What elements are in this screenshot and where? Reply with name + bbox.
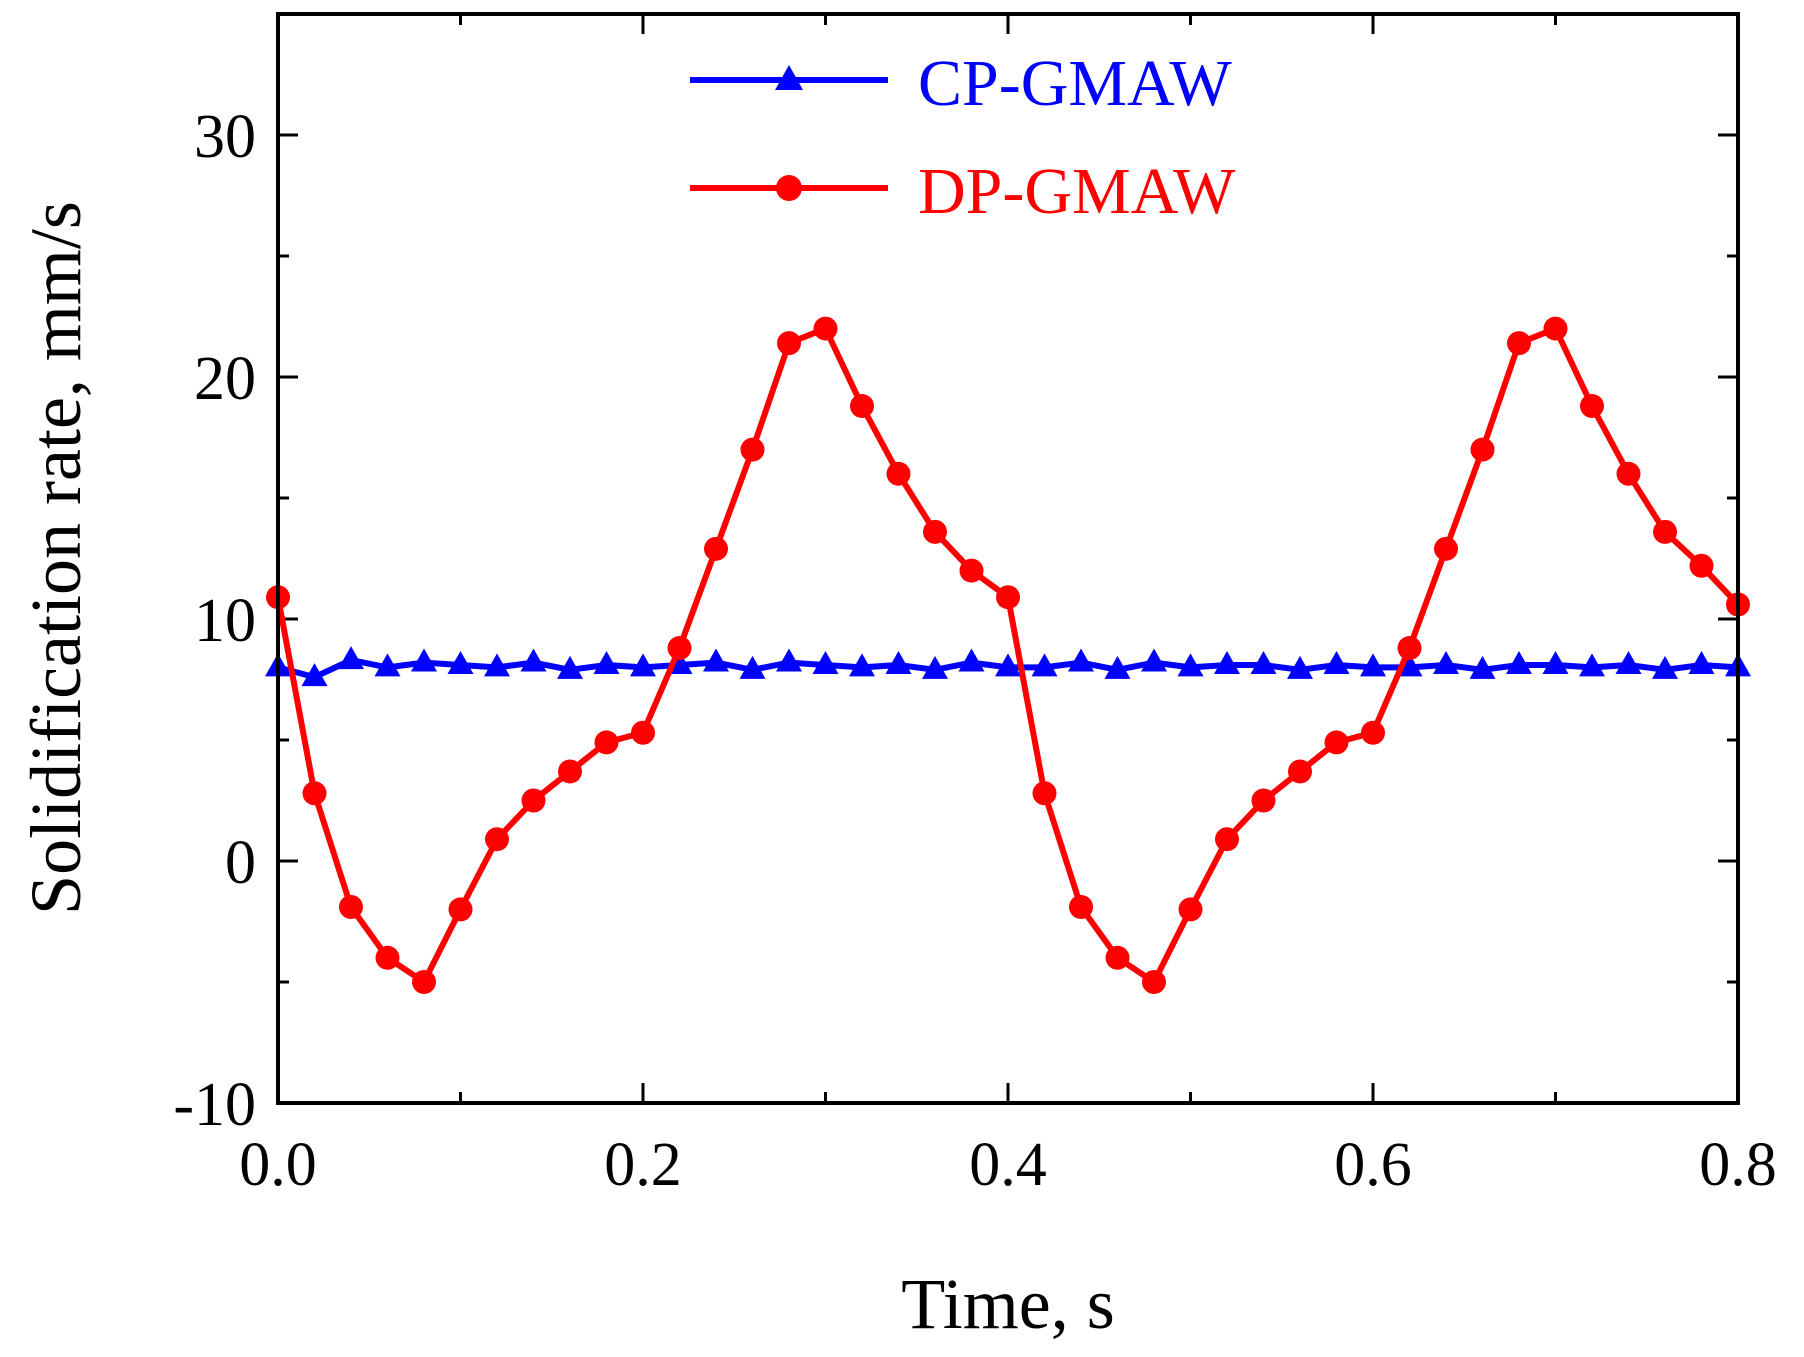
x-tick-label: 0.4 bbox=[969, 1131, 1047, 1199]
y-tick-label: -10 bbox=[173, 1071, 256, 1139]
data-point-triangle bbox=[776, 648, 802, 672]
data-point-circle bbox=[302, 781, 327, 806]
data-point-triangle bbox=[958, 648, 985, 672]
data-point-triangle bbox=[593, 650, 620, 674]
series-DP-GMAW bbox=[266, 316, 1750, 994]
data-point-circle bbox=[1507, 331, 1531, 356]
data-point-circle bbox=[339, 894, 363, 919]
data-point-triangle bbox=[1250, 650, 1277, 674]
labels-layer: 0.0 0.2 0.4 0.6 0.8 -10 0 10 20 30 bbox=[173, 103, 1776, 1199]
data-point-circle bbox=[375, 945, 400, 970]
data-point-triangle bbox=[739, 655, 766, 679]
data-point-triangle bbox=[703, 648, 729, 672]
data-point-triangle bbox=[411, 648, 437, 672]
data-point-triangle bbox=[1360, 653, 1386, 677]
data-point-circle bbox=[777, 331, 801, 356]
data-point-circle bbox=[923, 519, 947, 544]
data-point-triangle bbox=[1287, 655, 1313, 679]
y-axis-title: Solidification rate, mm/s bbox=[16, 201, 96, 915]
data-point-triangle bbox=[520, 648, 547, 672]
series-CP-GMAW bbox=[265, 646, 1751, 687]
data-point-circle bbox=[1361, 720, 1385, 745]
data-point-triangle bbox=[995, 653, 1021, 677]
x-tick-label: 0.0 bbox=[239, 1131, 317, 1199]
data-point-circle bbox=[850, 394, 874, 419]
data-point-circle bbox=[1215, 827, 1239, 852]
legend-marker-dp bbox=[776, 175, 802, 201]
data-point-circle bbox=[448, 897, 473, 922]
y-tick-label: 20 bbox=[194, 345, 256, 413]
data-point-circle bbox=[1324, 730, 1349, 755]
plot-frame bbox=[276, 12, 1740, 1105]
data-point-circle bbox=[1434, 536, 1458, 561]
data-point-circle bbox=[558, 759, 582, 784]
data-point-triangle bbox=[1177, 653, 1204, 677]
data-point-triangle bbox=[374, 653, 401, 677]
data-point-circle bbox=[1178, 897, 1203, 922]
data-point-circle bbox=[1653, 519, 1677, 544]
legend-label-cp: CP-GMAW bbox=[918, 47, 1232, 120]
data-point-triangle bbox=[849, 653, 875, 677]
data-point-circle bbox=[485, 827, 509, 852]
data-point-circle bbox=[1069, 894, 1093, 919]
legend: CP-GMAW DP-GMAW bbox=[690, 47, 1236, 228]
data-point-triangle bbox=[885, 650, 912, 674]
series-layer bbox=[265, 316, 1751, 994]
x-tick-label: 0.2 bbox=[604, 1131, 682, 1199]
data-point-circle bbox=[594, 730, 619, 755]
data-point-triangle bbox=[630, 653, 656, 677]
data-point-triangle bbox=[1323, 650, 1350, 674]
y-tick-label: 0 bbox=[225, 829, 256, 897]
data-point-triangle bbox=[301, 663, 328, 687]
data-point-circle bbox=[631, 720, 655, 745]
data-point-circle bbox=[1580, 394, 1604, 419]
data-point-circle bbox=[667, 636, 692, 661]
data-point-circle bbox=[412, 970, 436, 994]
x-tick-label: 0.6 bbox=[1334, 1131, 1412, 1199]
data-point-circle bbox=[1032, 781, 1057, 806]
data-point-triangle bbox=[1214, 650, 1240, 674]
data-point-circle bbox=[1689, 553, 1714, 578]
legend-marker-cp bbox=[775, 65, 803, 90]
data-point-triangle bbox=[922, 655, 948, 679]
x-tick-label: 0.8 bbox=[1699, 1131, 1777, 1199]
data-point-circle bbox=[1105, 945, 1130, 970]
data-point-circle bbox=[1616, 461, 1641, 486]
data-point-circle bbox=[886, 461, 911, 486]
data-point-triangle bbox=[1579, 653, 1605, 677]
data-point-circle bbox=[1470, 437, 1495, 462]
data-point-triangle bbox=[338, 646, 364, 670]
data-point-circle bbox=[704, 536, 728, 561]
data-point-triangle bbox=[1542, 650, 1569, 674]
data-point-triangle bbox=[1141, 648, 1167, 672]
data-point-triangle bbox=[1615, 650, 1642, 674]
x-axis-title: Time, s bbox=[901, 1264, 1114, 1344]
data-point-circle bbox=[1397, 636, 1422, 661]
data-point-circle bbox=[813, 316, 838, 341]
data-point-circle bbox=[521, 788, 546, 813]
data-point-triangle bbox=[1031, 653, 1058, 677]
data-point-triangle bbox=[1104, 655, 1131, 679]
data-point-circle bbox=[1288, 759, 1312, 784]
data-point-triangle bbox=[447, 650, 474, 674]
data-point-triangle bbox=[1068, 648, 1094, 672]
data-point-triangle bbox=[557, 655, 583, 679]
y-tick-label: 30 bbox=[194, 103, 256, 171]
data-point-triangle bbox=[1506, 650, 1532, 674]
data-point-triangle bbox=[812, 650, 839, 674]
y-tick-label: 10 bbox=[194, 587, 256, 655]
data-point-triangle bbox=[1433, 650, 1459, 674]
data-point-circle bbox=[959, 558, 984, 583]
data-point-circle bbox=[1142, 970, 1166, 994]
data-point-triangle bbox=[1652, 655, 1678, 679]
data-point-circle bbox=[740, 437, 765, 462]
data-point-circle bbox=[1543, 316, 1568, 341]
data-point-triangle bbox=[484, 653, 510, 677]
data-point-circle bbox=[996, 585, 1020, 610]
legend-label-dp: DP-GMAW bbox=[918, 155, 1236, 228]
data-point-triangle bbox=[1469, 655, 1496, 679]
data-point-circle bbox=[1251, 788, 1276, 813]
data-point-triangle bbox=[1688, 650, 1715, 674]
